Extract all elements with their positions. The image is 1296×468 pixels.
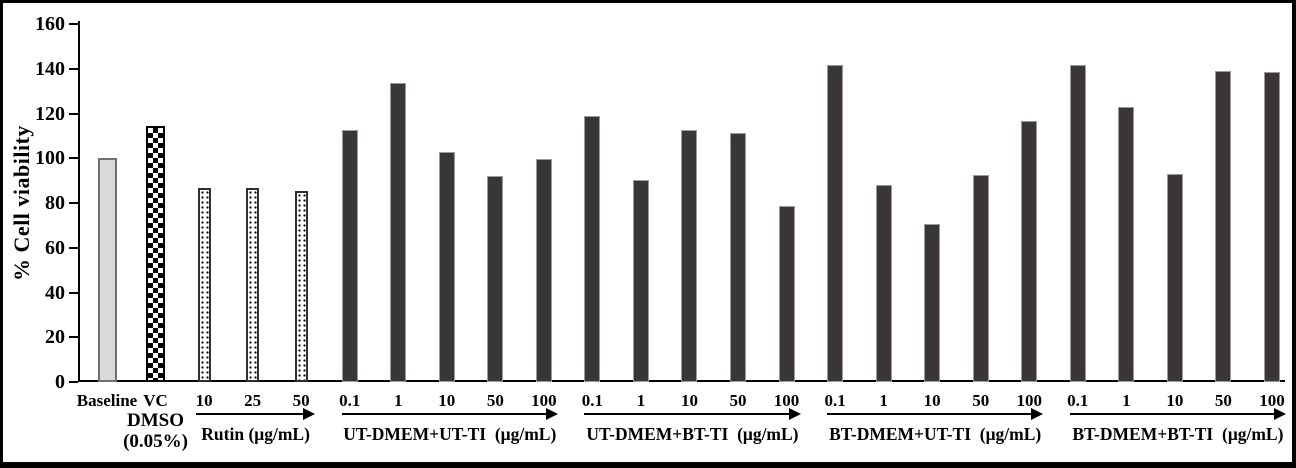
y-tick-mark [69, 246, 78, 249]
x-tick-label: 0.1 [1067, 391, 1089, 410]
x-tick-label: 100 [531, 391, 557, 410]
group-label-ut-dmem-ut-ti: UT-DMEM+UT-TI (μg/mL) [343, 424, 557, 444]
plot-area: 0 20 40 60 80 100 120 140 160 Baseline VC DMSO (0.05… [3, 3, 1292, 462]
bar-bt-dmem-ut-ti-50 [972, 175, 989, 382]
y-tick-mark [69, 336, 78, 339]
y-tick-mark [69, 381, 78, 383]
y-tick-label: 100 [35, 147, 65, 170]
bar-ut-dmem-bt-ti-50 [730, 132, 747, 382]
dose-arrow-line [196, 413, 304, 415]
group-label-ut-dmem-bt-ti: UT-DMEM+BT-TI (μg/mL) [586, 424, 799, 444]
dose-arrow-head-icon [1273, 408, 1286, 420]
dose-arrow-line [341, 413, 546, 415]
bar-bt-dmem-bt-ti-1 [1118, 106, 1135, 382]
dose-arrow-head-icon [303, 408, 316, 420]
bar-rutin-10 [197, 188, 211, 382]
x-tick-label: 100 [1016, 391, 1043, 410]
x-tick-label: 0.1 [339, 391, 361, 410]
x-tick-label: 10 [680, 391, 698, 410]
dose-arrow-line [1069, 413, 1274, 415]
x-tick-label: 1 [393, 391, 403, 410]
bar-ut-dmem-ut-ti-50 [487, 176, 504, 382]
y-tick-mark [69, 67, 78, 70]
y-tick-mark [69, 157, 78, 160]
dose-arrow-head-icon [788, 408, 801, 420]
x-tick-label: 25 [244, 391, 262, 410]
y-tick-mark [69, 23, 78, 25]
x-tick-label: 50 [1214, 391, 1232, 410]
x-tick-sublabel: DMSO [127, 410, 185, 431]
x-tick-label: 50 [972, 391, 990, 410]
x-tick-label: 100 [1259, 391, 1285, 410]
x-tick-label: 0.1 [824, 391, 846, 410]
bar-bt-dmem-ut-ti-0.1 [827, 65, 844, 382]
x-tick-label: 1 [636, 391, 646, 410]
x-tick-label: 0.1 [581, 391, 604, 410]
x-tick-label: 50 [292, 391, 310, 410]
x-tick-label: 1 [1122, 391, 1131, 410]
bar-bt-dmem-ut-ti-100 [1021, 121, 1038, 382]
bar-ut-dmem-ut-ti-1 [390, 83, 407, 382]
y-tick-label: 140 [35, 57, 65, 80]
y-tick-mark [69, 291, 78, 294]
bar-rutin-25 [246, 188, 260, 382]
x-tick-label: 100 [773, 391, 800, 410]
bar-ut-dmem-bt-ti-1 [632, 179, 649, 382]
bar-bt-dmem-ut-ti-1 [875, 185, 892, 382]
bar-bt-dmem-bt-ti-10 [1166, 173, 1183, 382]
bar-baseline-Baseline [97, 158, 117, 382]
y-tick-label: 0 [55, 371, 65, 393]
x-tick-label: VC [143, 391, 168, 410]
group-label-bt-dmem-bt-ti: BT-DMEM+BT-TI (μg/mL) [1072, 424, 1284, 444]
bar-bt-dmem-bt-ti-100 [1263, 72, 1280, 382]
y-tick-mark [69, 112, 78, 115]
bar-ut-dmem-ut-ti-10 [438, 151, 455, 382]
x-tick-label: 10 [438, 391, 456, 410]
x-tick-label: Baseline [76, 391, 138, 410]
x-tick-label: 10 [195, 391, 213, 410]
bar-ut-dmem-ut-ti-0.1 [341, 130, 358, 382]
dose-arrow-line [584, 413, 789, 415]
y-tick-label: 80 [45, 192, 65, 214]
y-tick-label: 40 [45, 281, 65, 304]
x-tick-label: 1 [879, 391, 888, 410]
bar-ut-dmem-ut-ti-100 [535, 159, 552, 382]
group-label-rutin: Rutin (μg/mL) [201, 424, 310, 444]
x-tick-label: 10 [1166, 391, 1184, 410]
bar-ut-dmem-bt-ti-100 [778, 206, 795, 382]
x-tick-sublabel: (0.05%) [123, 431, 188, 452]
bar-bt-dmem-bt-ti-0.1 [1069, 65, 1086, 382]
y-tick-label: 60 [45, 236, 65, 259]
dose-arrow-line [827, 413, 1032, 415]
bar-ut-dmem-bt-ti-0.1 [584, 115, 601, 382]
y-tick-label: 20 [45, 326, 65, 349]
bar-rutin-50 [294, 190, 308, 382]
x-tick-label: 50 [486, 391, 504, 410]
dose-arrow-head-icon [545, 408, 558, 420]
dose-arrow-head-icon [1031, 408, 1044, 420]
y-tick-label: 160 [35, 13, 65, 35]
y-axis-line [78, 21, 80, 382]
bar-bt-dmem-bt-ti-50 [1215, 70, 1232, 382]
group-label-bt-dmem-ut-ti: BT-DMEM+UT-TI (μg/mL) [829, 424, 1042, 444]
bar-ut-dmem-bt-ti-10 [681, 130, 698, 382]
x-tick-label: 10 [923, 391, 941, 410]
y-tick-mark [69, 202, 78, 204]
x-tick-label: 50 [729, 391, 747, 410]
bar-bt-dmem-ut-ti-10 [924, 224, 941, 382]
bar-vehicle-control-VC [146, 125, 166, 382]
y-tick-label: 120 [35, 102, 65, 125]
